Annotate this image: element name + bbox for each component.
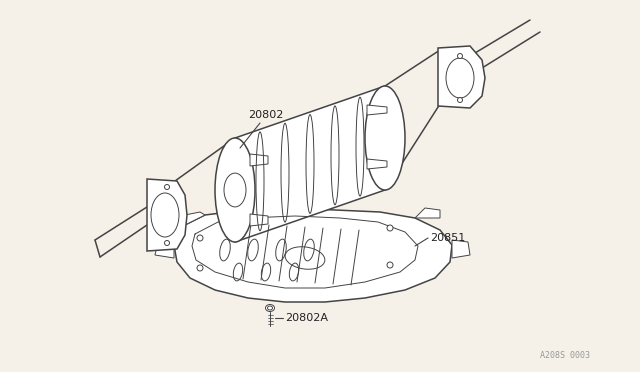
- Polygon shape: [175, 212, 205, 230]
- Ellipse shape: [387, 225, 393, 231]
- Polygon shape: [155, 240, 174, 258]
- Polygon shape: [438, 46, 485, 108]
- Polygon shape: [415, 208, 440, 218]
- Polygon shape: [452, 240, 470, 258]
- Ellipse shape: [446, 58, 474, 98]
- Ellipse shape: [458, 97, 463, 103]
- Ellipse shape: [387, 262, 393, 268]
- Ellipse shape: [215, 138, 255, 242]
- Text: 20851: 20851: [430, 233, 465, 243]
- Ellipse shape: [458, 54, 463, 58]
- Ellipse shape: [365, 86, 405, 190]
- Polygon shape: [235, 86, 385, 242]
- Ellipse shape: [151, 193, 179, 237]
- Polygon shape: [174, 208, 452, 302]
- Ellipse shape: [266, 305, 275, 311]
- Polygon shape: [367, 159, 387, 169]
- Ellipse shape: [164, 185, 170, 189]
- Ellipse shape: [224, 173, 246, 207]
- Text: 20802: 20802: [248, 110, 284, 120]
- Polygon shape: [147, 179, 187, 251]
- Polygon shape: [250, 154, 268, 166]
- Text: 20802A: 20802A: [285, 313, 328, 323]
- Ellipse shape: [197, 265, 203, 271]
- Polygon shape: [250, 214, 268, 226]
- Polygon shape: [367, 105, 387, 115]
- Ellipse shape: [164, 241, 170, 246]
- Text: A208S 0003: A208S 0003: [540, 351, 590, 360]
- Ellipse shape: [197, 235, 203, 241]
- Ellipse shape: [268, 306, 273, 310]
